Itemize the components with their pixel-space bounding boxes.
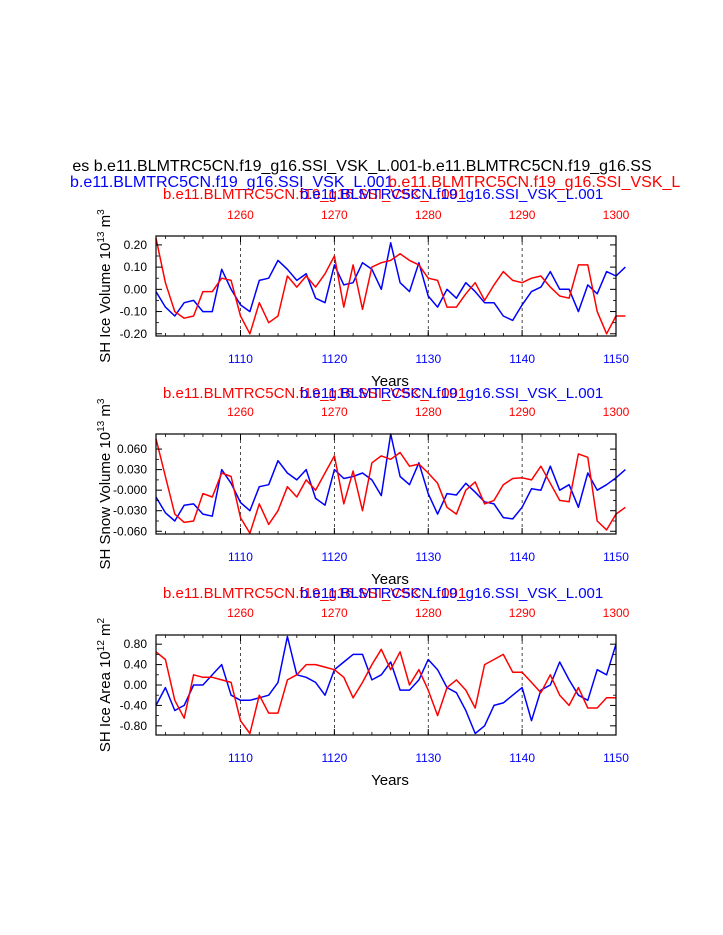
x-tick-label: 1150	[603, 550, 629, 564]
y-axis-label-superscript: 3	[96, 398, 107, 404]
y-tick-label: -0.40	[120, 698, 148, 712]
plot-frame	[155, 235, 617, 337]
y-axis-label-text: m	[97, 215, 114, 232]
y-axis-label: SH Ice Volume 1013 m3	[96, 209, 114, 363]
plot-frame	[155, 433, 617, 535]
series-line-blue	[155, 433, 626, 522]
plot-frame	[155, 634, 617, 736]
y-axis-label-superscript: 12	[96, 640, 107, 652]
page-title: es b.e11.BLMTRC5CN.f19_g16.SSI_VSK_L.001…	[72, 158, 651, 175]
panel-title-red: b.e11.BLMTRC5CN.f19_g16.SSI_VSK_L.001	[163, 186, 466, 203]
panel-title-red: b.e11.BLMTRC5CN.f19_g16.SSI_VSK_L.001	[163, 385, 466, 402]
y-tick-label: -0.80	[120, 719, 148, 733]
y-axis-label-superscript: 13	[96, 420, 107, 432]
x-top-tick-label: 1260	[227, 405, 254, 419]
chart-panel-snow_volume: b.e11.BLMTRC5CN.f19_g16.SSI_VSK_L.001b.e…	[96, 385, 630, 588]
y-axis-label: SH Ice Area 1012 m2	[96, 617, 114, 752]
y-tick-label: -0.10	[120, 305, 148, 319]
x-tick-label: 1140	[509, 550, 535, 564]
y-tick-label: 0.060	[117, 442, 147, 456]
x-top-tick-label: 1270	[321, 208, 348, 222]
x-top-tick-label: 1260	[227, 606, 254, 620]
y-tick-label: 0.030	[117, 463, 147, 477]
y-axis-label-superscript: 3	[96, 209, 107, 215]
x-top-tick-label: 1280	[415, 208, 442, 222]
x-axis-label: Years	[371, 571, 409, 588]
y-tick-label: -0.060	[113, 524, 147, 538]
series-line-blue	[155, 635, 617, 735]
x-tick-label: 1130	[415, 751, 441, 765]
y-axis-label: SH Snow Volume 1013 m3	[96, 398, 114, 569]
y-axis-label-superscript: 2	[96, 617, 107, 623]
y-tick-label: 0.00	[124, 678, 148, 692]
subtitle-red: b.e11.BLMTRC5CN.f19_g16.SSI_VSK_L	[388, 174, 680, 191]
x-tick-label: 1110	[228, 352, 253, 366]
x-top-tick-label: 1290	[509, 606, 536, 620]
series-line-red	[155, 238, 626, 335]
x-tick-label: 1140	[509, 751, 535, 765]
y-tick-label: 0.40	[124, 658, 148, 672]
y-tick-label: 0.80	[124, 637, 148, 651]
y-tick-label: 0.00	[124, 282, 148, 296]
x-top-tick-label: 1290	[509, 405, 536, 419]
y-axis-label-text: SH Snow Volume 10	[97, 432, 114, 570]
y-tick-label: -0.20	[120, 327, 148, 341]
x-tick-label: 1130	[415, 550, 441, 564]
x-top-tick-label: 1270	[321, 606, 348, 620]
x-top-tick-label: 1270	[321, 405, 348, 419]
panel-title-blue: b.e11.BLMTRC5CN.f19_g16.SSI_VSK_L.001	[300, 585, 603, 602]
panel-title-red: b.e11.BLMTRC5CN.f19_g16.SSI_VSK_L.001	[163, 585, 466, 602]
x-tick-label: 1120	[321, 751, 347, 765]
series-line-red	[155, 438, 626, 535]
y-tick-label: 0.20	[124, 238, 148, 252]
x-top-tick-label: 1280	[415, 606, 442, 620]
panel-title-blue: b.e11.BLMTRC5CN.f19_g16.SSI_VSK_L.001	[300, 186, 603, 203]
x-top-tick-label: 1260	[227, 208, 254, 222]
x-axis-label: Years	[371, 373, 409, 390]
chart-panel-ice_area: b.e11.BLMTRC5CN.f19_g16.SSI_VSK_L.001b.e…	[96, 585, 630, 789]
chart-panel-ice_volume: b.e11.BLMTRC5CN.f19_g16.SSI_VSK_L.001b.e…	[96, 186, 630, 390]
x-tick-label: 1120	[321, 352, 347, 366]
x-tick-label: 1150	[603, 751, 629, 765]
x-tick-label: 1120	[321, 550, 347, 564]
x-top-tick-label: 1300	[603, 405, 630, 419]
x-top-tick-label: 1290	[509, 208, 536, 222]
y-tick-label: -0.000	[113, 483, 147, 497]
panel-title-blue: b.e11.BLMTRC5CN.f19_g16.SSI_VSK_L.001	[300, 385, 603, 402]
x-top-tick-label: 1300	[603, 606, 630, 620]
y-tick-label: 0.10	[124, 260, 148, 274]
y-tick-label: -0.030	[113, 504, 147, 518]
series-line-blue	[155, 241, 626, 322]
x-tick-label: 1140	[509, 352, 535, 366]
x-top-tick-label: 1300	[603, 208, 630, 222]
series-line-red	[155, 648, 616, 735]
y-axis-label-text: SH Ice Area 10	[97, 651, 114, 752]
y-axis-label-superscript: 13	[96, 231, 107, 243]
y-axis-label-text: SH Ice Volume 10	[97, 243, 114, 363]
y-axis-label-text: m	[97, 404, 114, 421]
subtitle-blue: b.e11.BLMTRC5CN.f19_g16.SSI_VSK_L.001	[70, 174, 394, 191]
x-axis-label: Years	[371, 772, 409, 789]
x-tick-label: 1110	[228, 751, 253, 765]
x-tick-label: 1150	[603, 352, 629, 366]
x-top-tick-label: 1280	[415, 405, 442, 419]
y-axis-label-text: m	[97, 623, 114, 640]
x-tick-label: 1110	[228, 550, 253, 564]
x-tick-label: 1130	[415, 352, 441, 366]
